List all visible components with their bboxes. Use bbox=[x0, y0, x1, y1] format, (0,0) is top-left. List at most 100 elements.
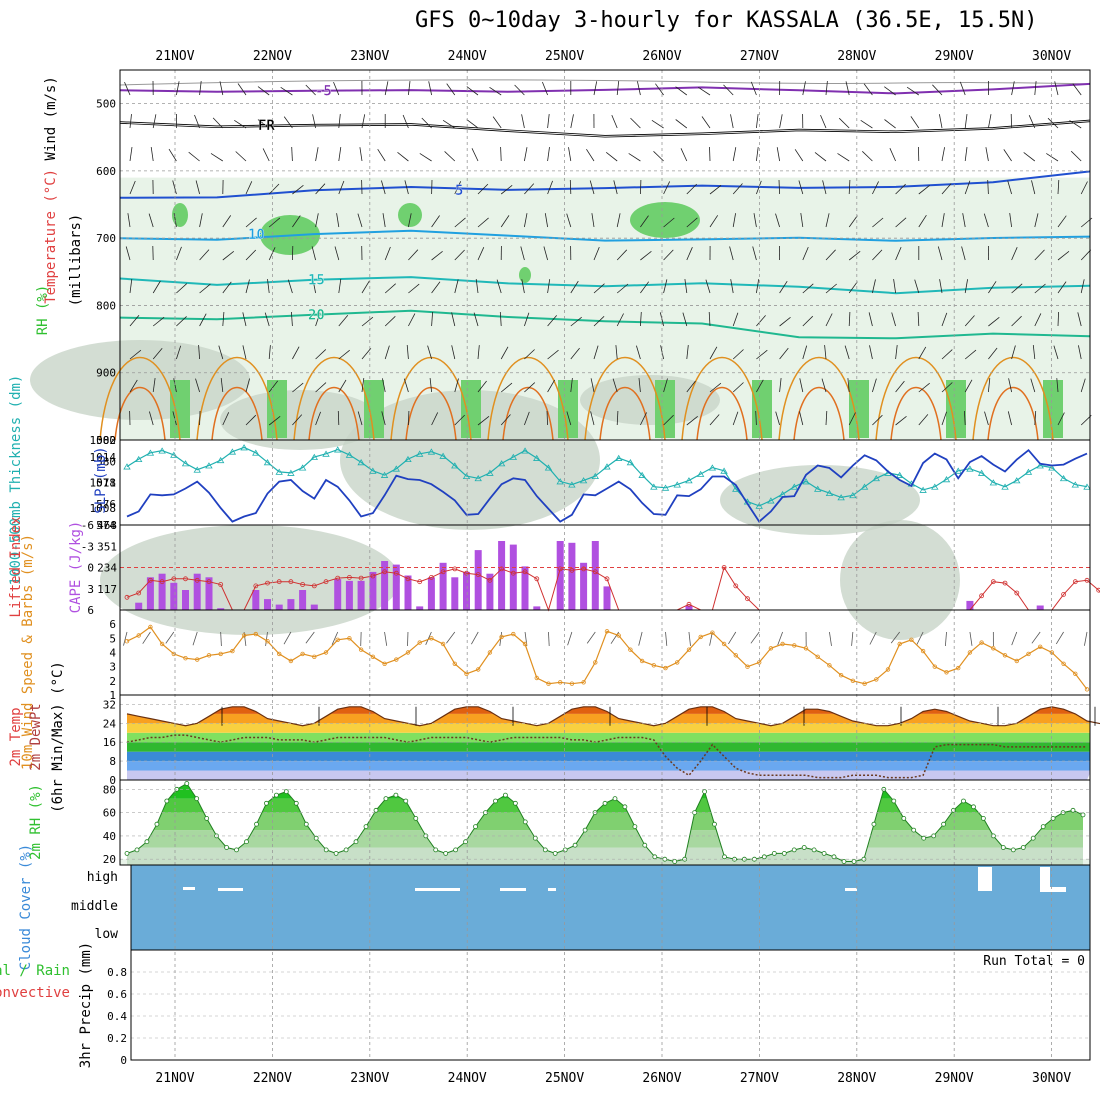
rh-point bbox=[364, 825, 368, 829]
wind-tick: 4 bbox=[109, 647, 116, 660]
wind-tick: 6 bbox=[109, 618, 116, 631]
rh-column-3 bbox=[461, 380, 481, 438]
rh-column-7 bbox=[849, 380, 869, 438]
temp-band-5 bbox=[120, 723, 1090, 732]
rh-point bbox=[613, 797, 617, 801]
rh-band-4 bbox=[120, 778, 1090, 799]
rh-point bbox=[553, 851, 557, 855]
rh-column-9 bbox=[1043, 380, 1063, 438]
precip-legend-total: Total / Rain bbox=[0, 963, 70, 979]
cape-bar bbox=[358, 581, 365, 610]
surface-wind-barb bbox=[124, 632, 128, 646]
temp-ylabel-2: 2m DewPt bbox=[28, 703, 44, 770]
cape-bar bbox=[1037, 606, 1044, 611]
li-tick: 6 bbox=[87, 604, 94, 617]
surface-wind-barb bbox=[639, 632, 642, 646]
date-label-bottom: 28NOV bbox=[837, 1071, 876, 1086]
rh-point bbox=[304, 822, 308, 826]
surface-wind-barb bbox=[587, 632, 595, 643]
surface-wind-barb bbox=[728, 632, 735, 644]
surface-wind-barb bbox=[221, 632, 222, 646]
date-label-top: 29NOV bbox=[935, 49, 974, 64]
rh-point bbox=[1071, 808, 1075, 812]
surface-wind-barb bbox=[306, 632, 314, 643]
rh-point bbox=[832, 855, 836, 859]
cape-tick: 234 bbox=[97, 562, 117, 575]
cape-bar bbox=[194, 574, 201, 610]
rh-point bbox=[1041, 825, 1045, 829]
rh-point bbox=[942, 822, 946, 826]
surface-wind-barb bbox=[385, 632, 387, 646]
li-tick: 3 bbox=[87, 583, 94, 596]
precip-tick: 0.6 bbox=[107, 988, 127, 1001]
run-total-label: Run Total = 0 bbox=[983, 954, 1085, 969]
isotherm-label-2: 5 bbox=[455, 183, 463, 199]
cape-bar bbox=[463, 572, 470, 610]
date-label-bottom: 27NOV bbox=[740, 1071, 779, 1086]
date-label-top: 23NOV bbox=[350, 49, 389, 64]
rh-point bbox=[782, 851, 786, 855]
surface-wind-barb bbox=[829, 632, 831, 646]
rh-point bbox=[762, 855, 766, 859]
wind-barb bbox=[408, 411, 409, 425]
cape-bar bbox=[311, 605, 318, 610]
surface-wind-barb bbox=[471, 632, 478, 644]
rh-column-1 bbox=[267, 380, 287, 438]
rh-point bbox=[354, 840, 358, 844]
rh-point bbox=[155, 822, 159, 826]
rh-point bbox=[922, 836, 926, 840]
date-label-bottom: 22NOV bbox=[253, 1071, 292, 1086]
rh-shade-5 bbox=[840, 520, 960, 640]
rh-point bbox=[513, 801, 517, 805]
cape-bar bbox=[182, 590, 189, 610]
wind-tick: 2 bbox=[109, 675, 116, 688]
date-label-top: 28NOV bbox=[837, 49, 876, 64]
cape-bar bbox=[159, 574, 166, 610]
rh-point bbox=[404, 799, 408, 803]
surface-wind-barb bbox=[284, 632, 291, 644]
cape-bar bbox=[416, 606, 423, 610]
surface-wind-barb bbox=[143, 632, 151, 644]
rh-tick: 80 bbox=[103, 783, 116, 796]
upper-air-ylabel-part: Wind (m/s) bbox=[43, 76, 59, 160]
surface-wind-barb bbox=[193, 632, 197, 645]
cloud-gap-1 bbox=[218, 888, 243, 891]
rh-column-0 bbox=[170, 380, 190, 438]
pressure-tick: 1000 bbox=[90, 434, 117, 447]
rh-point bbox=[444, 851, 448, 855]
slp-ylabel: SLP (mb) bbox=[93, 446, 109, 513]
temp-ylabel-3: (6hr Min/Max) (°C) bbox=[50, 661, 66, 813]
cape-bar bbox=[510, 545, 517, 610]
rh-moist-4 bbox=[519, 267, 531, 283]
rh-point bbox=[703, 790, 707, 794]
rh-point bbox=[334, 851, 338, 855]
rh-moist-2 bbox=[630, 202, 700, 238]
pressure-tick: 500 bbox=[96, 98, 116, 111]
rh-point bbox=[374, 808, 378, 812]
rh-point bbox=[284, 790, 288, 794]
date-label-bottom: 21NOV bbox=[155, 1071, 194, 1086]
rh-column-2 bbox=[364, 380, 384, 438]
temp-band-3 bbox=[120, 742, 1090, 751]
rh-point bbox=[543, 848, 547, 852]
cape-bar bbox=[498, 541, 505, 610]
rh-point bbox=[902, 816, 906, 820]
cape-bar bbox=[475, 550, 482, 610]
rh-point bbox=[583, 828, 587, 832]
rh-point bbox=[344, 848, 348, 852]
rh-point bbox=[563, 848, 567, 852]
rh-point bbox=[274, 793, 278, 797]
rh-point bbox=[135, 848, 139, 852]
rh-column-8 bbox=[946, 380, 966, 438]
rh-point bbox=[842, 860, 846, 864]
rh-point bbox=[523, 820, 527, 824]
rh-point bbox=[822, 851, 826, 855]
pressure-ylabel: (millibars) bbox=[68, 214, 84, 307]
wind-speed-line bbox=[127, 627, 1087, 689]
wind-tick: 3 bbox=[109, 661, 116, 674]
rh-column-6 bbox=[752, 380, 772, 438]
rh-shade-6 bbox=[100, 525, 400, 635]
temp-ylabel-3-part: (6hr Min/Max) (°C) bbox=[50, 661, 66, 813]
cape-bar bbox=[276, 605, 283, 610]
precip-ylabel-part: 3hr Precip (mm) bbox=[78, 942, 94, 1068]
